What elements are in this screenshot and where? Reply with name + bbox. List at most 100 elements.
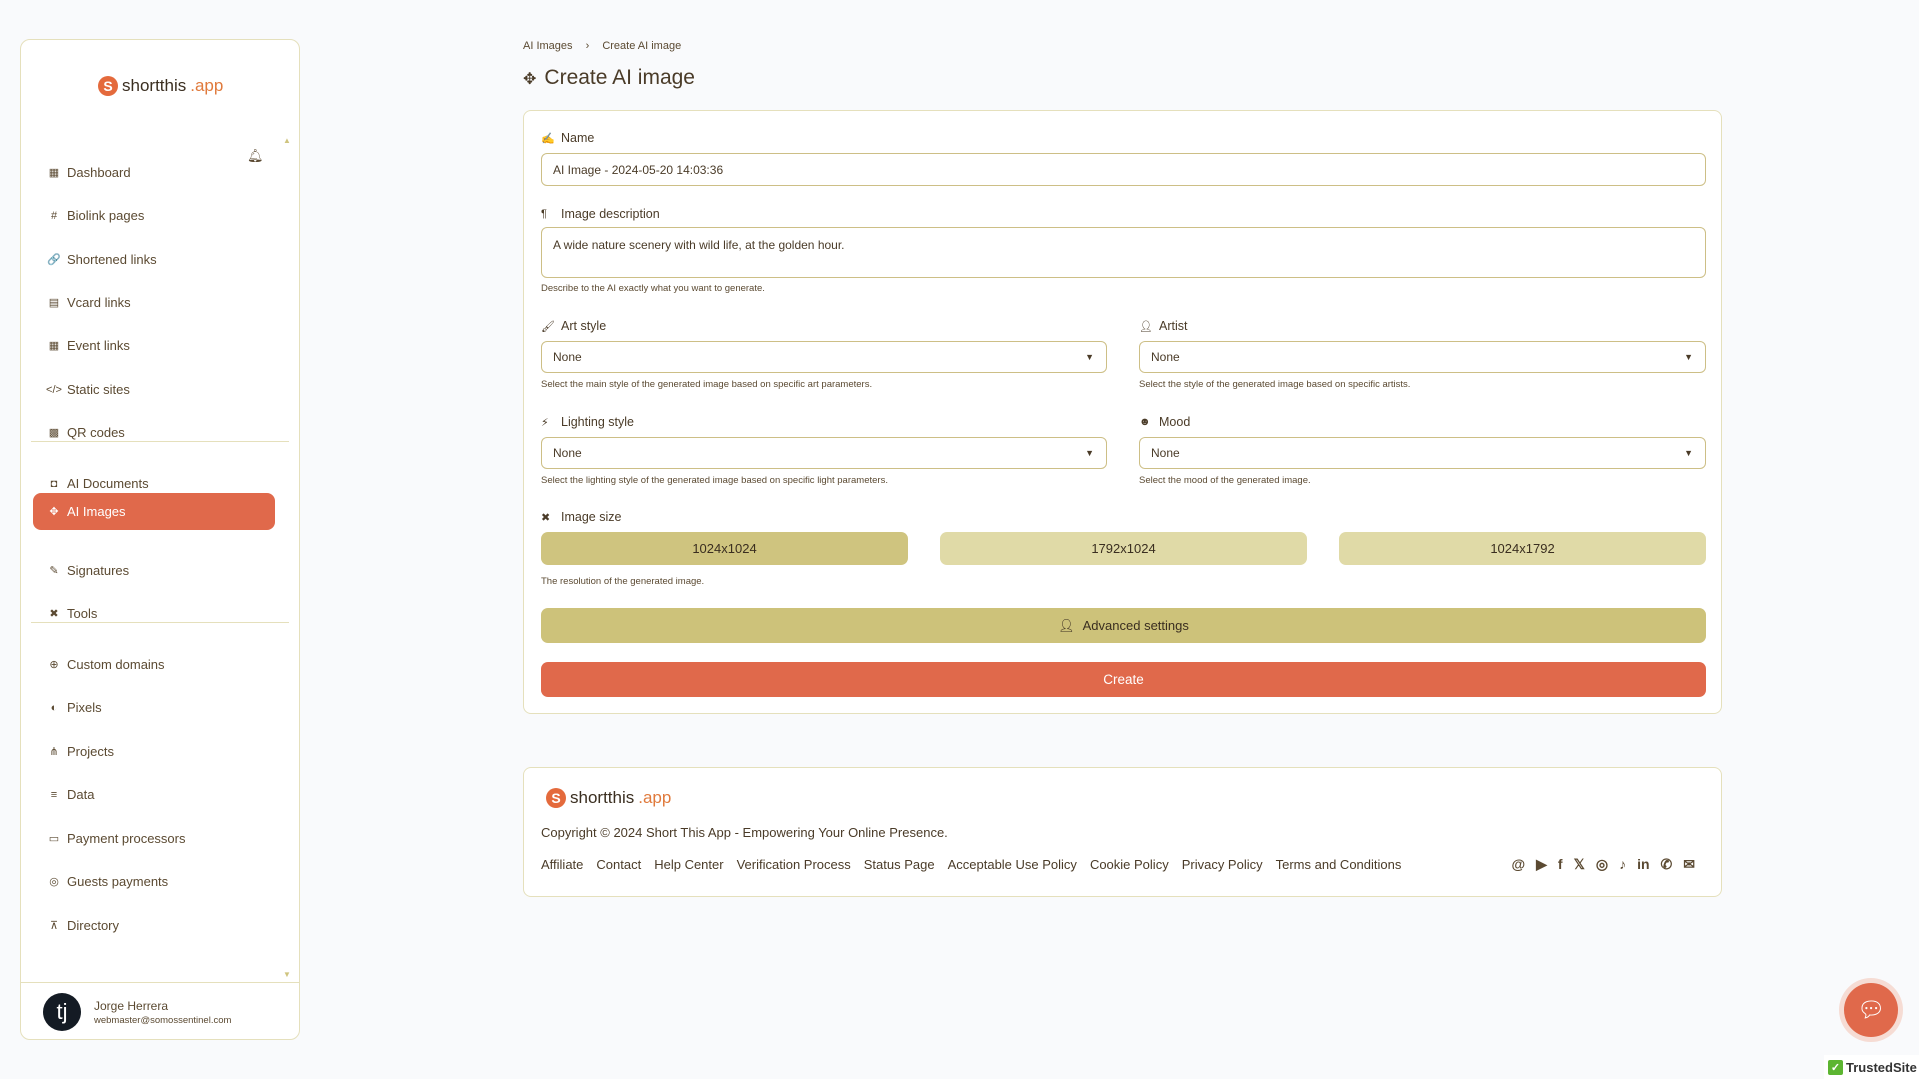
footer-link-status-page[interactable]: Status Page (863, 857, 935, 872)
footer-link-cookie-policy[interactable]: Cookie Policy (1089, 857, 1169, 872)
lighting-help: Select the lighting style of the generat… (541, 475, 888, 486)
footer-link-terms-and-conditions[interactable]: Terms and Conditions (1275, 857, 1402, 872)
sidebar-item-label: Shortened links (67, 252, 157, 267)
lighting-select[interactable]: None ▼ (541, 437, 1107, 469)
sidebar: S shortthis .app ▲ 🔔︎ ▦ Dashboard # Biolink … (20, 39, 300, 1040)
sidebar-item-static-sites[interactable]: </> Static sites (33, 371, 275, 408)
whatsapp-icon[interactable]: ✆ (1660, 856, 1673, 872)
scroll-down-icon[interactable]: ▼ (283, 970, 291, 979)
project-diagram-icon: ⋔ (49, 746, 59, 758)
footer-link-contact[interactable]: Contact (596, 857, 642, 872)
lighting-label: ⚡︎ Lighting style (541, 415, 634, 429)
sidebar-item-label: Pixels (67, 700, 102, 715)
artist-label: 👤︎ Artist (1139, 319, 1188, 333)
email-icon[interactable]: ✉ (1683, 856, 1695, 872)
breadcrumb-link[interactable]: AI Images (523, 40, 573, 52)
sidebar-item-data[interactable]: ≡ Data (33, 776, 275, 813)
user-icon: 👤︎ (1139, 320, 1153, 333)
sidebar-item-pixels[interactable]: ◐ Pixels (33, 689, 275, 726)
footer-link-affiliate[interactable]: Affiliate (541, 857, 584, 872)
sidebar-item-vcard-links[interactable]: ▤ Vcard links (33, 284, 275, 321)
footer-link-help-center[interactable]: Help Center (654, 857, 724, 872)
icons-icon: ✥ (49, 506, 59, 518)
expand-icon: ✖ (541, 511, 551, 524)
scroll-up-icon[interactable]: ▲ (283, 136, 291, 145)
sidebar-item-projects[interactable]: ⋔ Projects (33, 733, 275, 770)
size-option-1024x1024[interactable]: 1024x1024 (541, 532, 908, 565)
youtube-icon[interactable]: ▶ (1536, 856, 1547, 872)
sidebar-item-ai-documents[interactable]: ◘ AI Documents (33, 465, 275, 502)
caret-down-icon: ▼ (1085, 448, 1094, 458)
avatar[interactable]: tj (43, 993, 81, 1031)
bell-icon[interactable]: 🔔︎ (247, 148, 264, 163)
sidebar-item-event-links[interactable]: ▦ Event links (33, 327, 275, 364)
art-style-select[interactable]: None ▼ (541, 341, 1107, 373)
sidebar-item-directory[interactable]: ⊼ Directory (33, 907, 275, 944)
sidebar-item-shortened-links[interactable]: 🔗 Shortened links (33, 241, 275, 278)
sidebar-item-label: Vcard links (67, 295, 131, 310)
footer-logo[interactable]: S shortthis .app (546, 788, 671, 808)
sidebar-item-label: Projects (67, 744, 114, 759)
description-textarea[interactable]: A wide nature scenery with wild life, at… (541, 227, 1706, 278)
footer-link-privacy-policy[interactable]: Privacy Policy (1181, 857, 1263, 872)
artist-help: Select the style of the generated image … (1139, 379, 1411, 390)
user-email: webmaster@somossentinel.com (94, 1015, 232, 1026)
artist-select[interactable]: None ▼ (1139, 341, 1706, 373)
sidebar-item-ai-images[interactable]: ✥ AI Images (33, 493, 275, 530)
threads-icon[interactable]: @ (1511, 856, 1526, 872)
signature-icon: ✍ (541, 132, 555, 145)
credit-card-icon: ▭ (48, 833, 60, 845)
tiktok-icon[interactable]: ♪ (1619, 856, 1627, 872)
user-cog-icon: 👤︎ (1058, 617, 1075, 633)
facebook-icon[interactable]: f (1557, 856, 1563, 872)
code-icon: </> (46, 383, 62, 396)
footer-link-verification-process[interactable]: Verification Process (736, 857, 851, 872)
sidebar-item-payment-processors[interactable]: ▭ Payment processors (33, 820, 275, 857)
robot-icon: ◘ (50, 477, 58, 490)
art-style-label: 🖌︎ Art style (541, 319, 607, 333)
link-icon: 🔗 (47, 254, 61, 266)
mood-select[interactable]: None ▼ (1139, 437, 1706, 469)
logo-mark-icon: S (546, 788, 566, 808)
mood-help: Select the mood of the generated image. (1139, 475, 1311, 486)
sidebar-item-tools[interactable]: ✖ Tools (33, 595, 275, 632)
sidebar-item-signatures[interactable]: ✎ Signatures (33, 552, 275, 589)
sidebar-logo[interactable]: S shortthis .app (98, 76, 223, 96)
trustedsite-badge[interactable]: ✓ TrustedSite (1824, 1055, 1919, 1079)
chat-button[interactable]: 💬︎ (1844, 983, 1898, 1037)
caret-down-icon: ▼ (1684, 352, 1693, 362)
sidebar-item-label: Tools (67, 606, 98, 621)
signature-icon: ✎ (49, 565, 59, 577)
smile-icon: ☻ (1139, 416, 1151, 428)
qrcode-icon: ▩ (48, 427, 60, 439)
brush-icon: 🖌︎ (541, 320, 555, 333)
create-button[interactable]: Create (541, 662, 1706, 697)
name-input[interactable]: AI Image - 2024-05-20 14:03:36 (541, 153, 1706, 186)
sidebar-item-label: Signatures (67, 563, 130, 578)
footer-link-acceptable-use-policy[interactable]: Acceptable Use Policy (947, 857, 1077, 872)
advanced-settings-button[interactable]: 👤︎ Advanced settings (541, 608, 1706, 643)
linkedin-icon[interactable]: in (1637, 856, 1650, 872)
breadcrumb-current: Create AI image (602, 40, 682, 52)
image-size-help: The resolution of the generated image. (541, 576, 705, 587)
description-help: Describe to the AI exactly what you want… (541, 283, 765, 294)
coins-icon: ◎ (49, 876, 59, 888)
sidebar-item-custom-domains[interactable]: ⊕ Custom domains (33, 646, 275, 683)
sidebar-item-label: AI Documents (67, 476, 149, 491)
check-icon: ✓ (1828, 1059, 1843, 1075)
size-option-1792x1024[interactable]: 1792x1024 (940, 532, 1307, 565)
social-links: @ ▶ f 𝕏 ◎ ♪ in ✆ ✉ (1511, 856, 1695, 873)
name-label: ✍ Name (541, 131, 595, 145)
sidebar-item-guests-payments[interactable]: ◎ Guests payments (33, 863, 275, 900)
size-option-1024x1792[interactable]: 1024x1792 (1339, 532, 1706, 565)
sidebar-item-qr-codes[interactable]: ▩ QR codes (33, 414, 275, 451)
instagram-icon[interactable]: ◎ (1595, 856, 1609, 872)
divider (31, 441, 289, 442)
sidebar-item-label: Static sites (67, 382, 130, 397)
x-icon[interactable]: 𝕏 (1573, 856, 1585, 872)
sidebar-item-dashboard[interactable]: ▦ Dashboard (33, 154, 275, 191)
user-name[interactable]: Jorge Herrera (94, 999, 169, 1013)
sidebar-item-label: QR codes (67, 425, 125, 440)
sidebar-item-biolink-pages[interactable]: # Biolink pages (33, 197, 275, 234)
database-icon: ≡ (50, 788, 58, 801)
